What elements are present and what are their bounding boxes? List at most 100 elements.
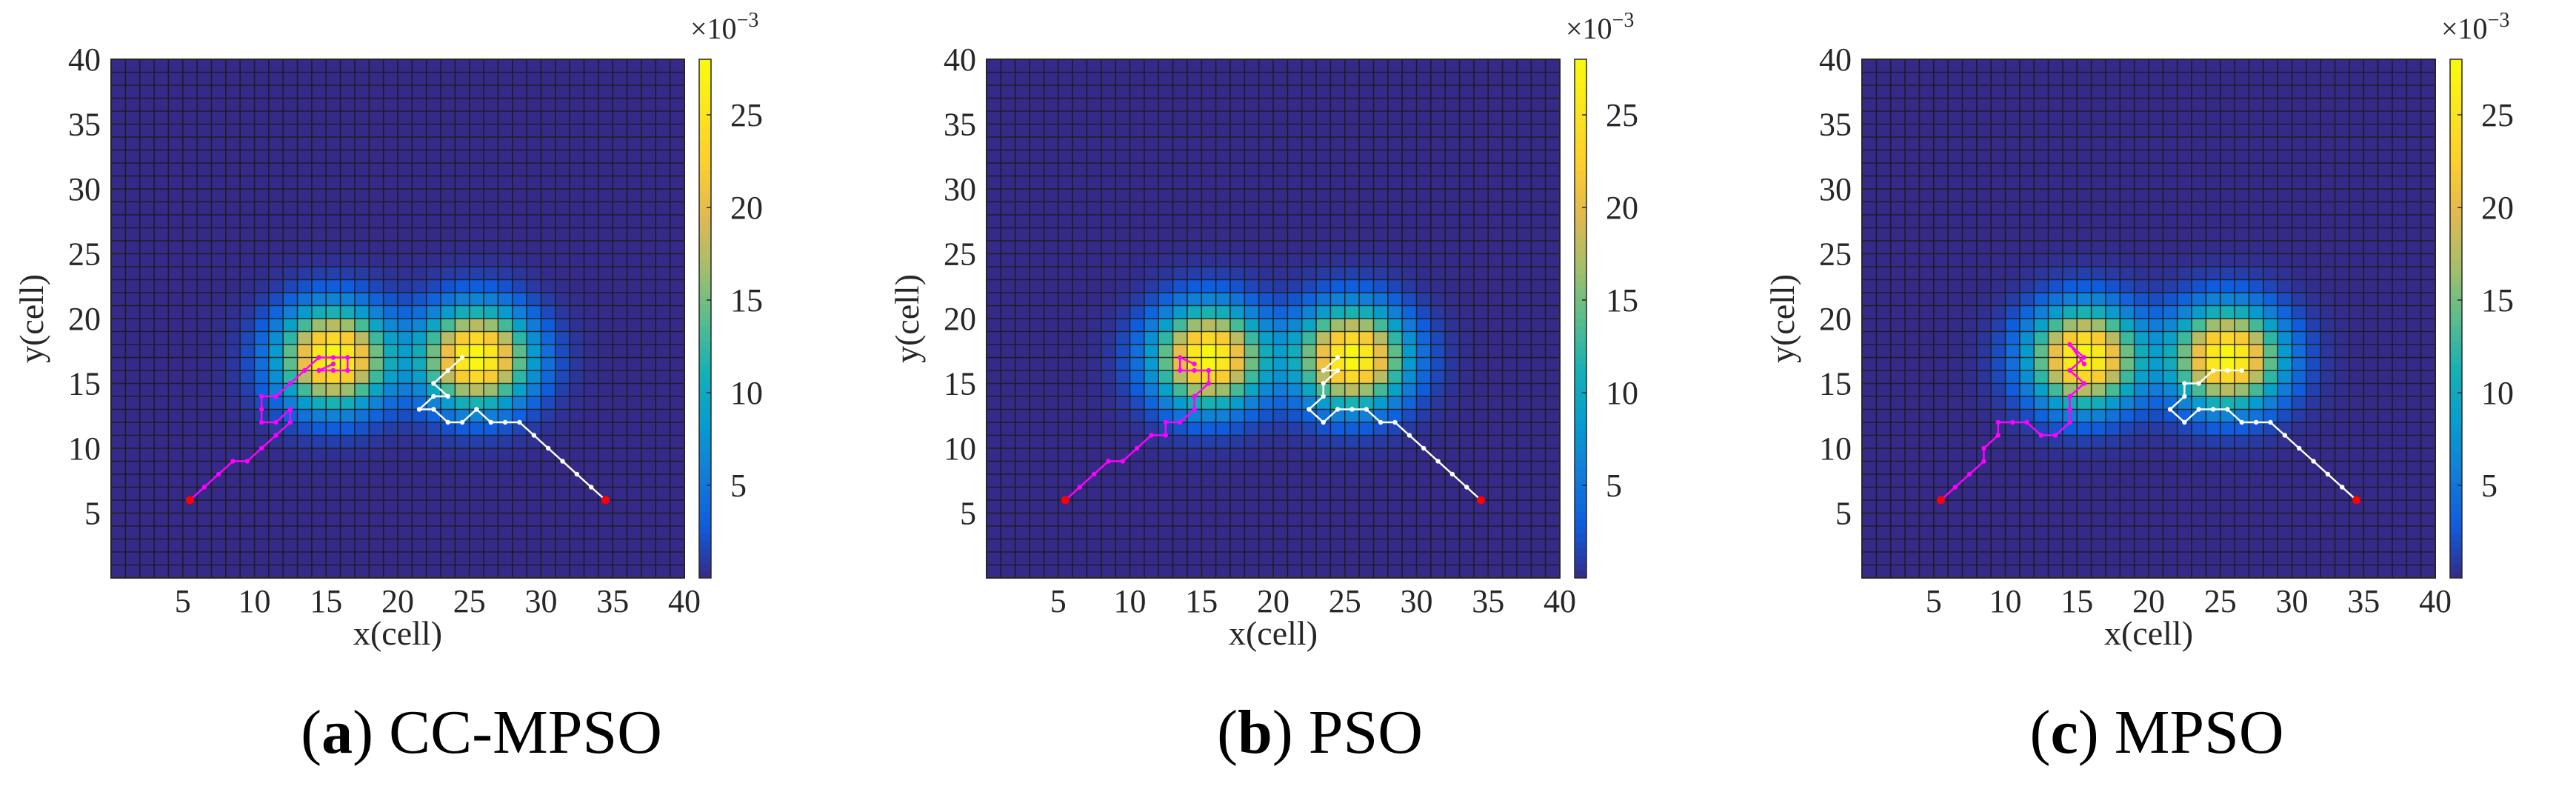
panel-a: 5 10 15 20 25 30 35 40510152025303540x(cell)y(c… — [13, 9, 763, 652]
heatmap-cell — [441, 124, 456, 138]
heatmap-cell — [1001, 357, 1015, 371]
heatmap-cell — [2077, 552, 2092, 565]
heatmap-cell — [987, 435, 1001, 449]
heatmap-cell — [1244, 124, 1259, 138]
heatmap-cell — [1330, 267, 1346, 280]
heatmap-cell — [125, 331, 140, 345]
heatmap-cell — [1072, 98, 1087, 112]
heatmap-cell — [584, 163, 599, 176]
heatmap-cell — [182, 59, 198, 73]
heatmap-cell — [2278, 305, 2292, 319]
heatmap-cell — [211, 279, 227, 293]
heatmap-cell — [311, 345, 327, 358]
heatmap-cell — [2249, 409, 2264, 423]
heatmap-cell — [1905, 72, 1920, 86]
heatmap-cell — [1115, 396, 1130, 410]
heatmap-cell — [2134, 305, 2149, 319]
heatmap-cell — [2278, 409, 2292, 423]
heatmap-cell — [2019, 215, 2035, 228]
heatmap-cell — [1101, 189, 1116, 202]
heatmap-cell — [2091, 565, 2106, 579]
heatmap-cell — [641, 85, 656, 99]
heatmap-cell — [1087, 227, 1102, 242]
heatmap-cell — [1876, 241, 1891, 254]
colorbar-segment — [1575, 148, 1586, 156]
heatmap-cell — [584, 215, 599, 228]
heatmap-cell — [1187, 526, 1202, 539]
heatmap-cell — [225, 227, 241, 242]
heatmap-cell — [2105, 111, 2120, 124]
heatmap-cell — [311, 565, 327, 579]
heatmap-cell — [1545, 319, 1561, 332]
heatmap-cell — [555, 189, 570, 202]
heatmap-cell — [2163, 552, 2178, 565]
heatmap-cell — [1301, 331, 1317, 345]
heatmap-cell — [1991, 539, 2006, 553]
heatmap-cell — [1087, 487, 1102, 501]
heatmap-cell — [641, 163, 656, 176]
heatmap-cell — [1488, 163, 1503, 176]
heatmap-cell — [570, 422, 584, 436]
colorbar-segment — [699, 489, 711, 497]
heatmap-cell — [1301, 383, 1317, 397]
heatmap-cell — [1488, 539, 1503, 553]
heatmap-cell — [1030, 202, 1044, 216]
heatmap-cell — [182, 227, 198, 242]
heatmap-cell — [1273, 331, 1288, 345]
colorbar-segment — [1575, 119, 1586, 127]
heatmap-cell — [1919, 513, 1935, 527]
heatmap-cell — [197, 227, 212, 242]
heatmap-cell — [512, 500, 527, 513]
heatmap-cell — [1473, 150, 1489, 164]
heatmap-cell — [627, 552, 642, 565]
heatmap-cell — [2149, 383, 2163, 397]
heatmap-cell — [2306, 422, 2321, 436]
heatmap-cell — [1229, 345, 1245, 358]
path-point — [1178, 355, 1183, 360]
heatmap-cell — [1488, 552, 1503, 565]
heatmap-cell — [2177, 345, 2192, 358]
heatmap-cell — [1890, 176, 1906, 190]
heatmap-cell — [225, 448, 241, 462]
heatmap-cell — [541, 279, 556, 293]
heatmap-cell — [1531, 279, 1546, 293]
heatmap-cell — [2077, 215, 2092, 228]
heatmap-cell — [168, 331, 184, 345]
heatmap-cell — [2120, 241, 2135, 254]
heatmap-cell — [2077, 500, 2092, 513]
heatmap-cell — [1890, 241, 1906, 254]
heatmap-cell — [2249, 85, 2264, 99]
heatmap-cell — [2005, 435, 2021, 449]
heatmap-cell — [469, 500, 484, 513]
heatmap-cell — [987, 267, 1001, 280]
heatmap-cell — [1172, 487, 1188, 501]
heatmap-cell — [1948, 370, 1963, 384]
colorbar-segment — [699, 104, 711, 112]
heatmap-cell — [182, 253, 198, 267]
heatmap-cell — [2306, 565, 2321, 579]
path-agent-2 — [1307, 356, 1482, 501]
heatmap-cell — [1229, 357, 1245, 371]
heatmap-cell — [2249, 396, 2264, 410]
heatmap-cell — [441, 552, 456, 565]
heatmap-cell — [1058, 319, 1073, 332]
heatmap-cell — [484, 124, 498, 138]
heatmap-cell — [1516, 176, 1532, 190]
heatmap-cell — [426, 500, 441, 513]
colorbar-segment — [699, 378, 711, 386]
heatmap-cell — [498, 85, 513, 99]
heatmap-cell — [1430, 293, 1446, 306]
heatmap-cell — [2292, 253, 2307, 267]
heatmap-cell — [1273, 409, 1288, 423]
heatmap-cell — [211, 111, 227, 124]
heatmap-cell — [2105, 227, 2120, 242]
heatmap-cell — [268, 474, 284, 488]
heatmap-cell — [1991, 137, 2006, 150]
heatmap-cell — [1158, 279, 1173, 293]
heatmap-cell — [412, 422, 427, 436]
colorbar-segment — [1575, 533, 1586, 542]
heatmap-cell — [1030, 59, 1044, 73]
heatmap-cell — [1244, 474, 1259, 488]
heatmap-cell — [2105, 124, 2120, 138]
heatmap-cell — [125, 59, 140, 73]
